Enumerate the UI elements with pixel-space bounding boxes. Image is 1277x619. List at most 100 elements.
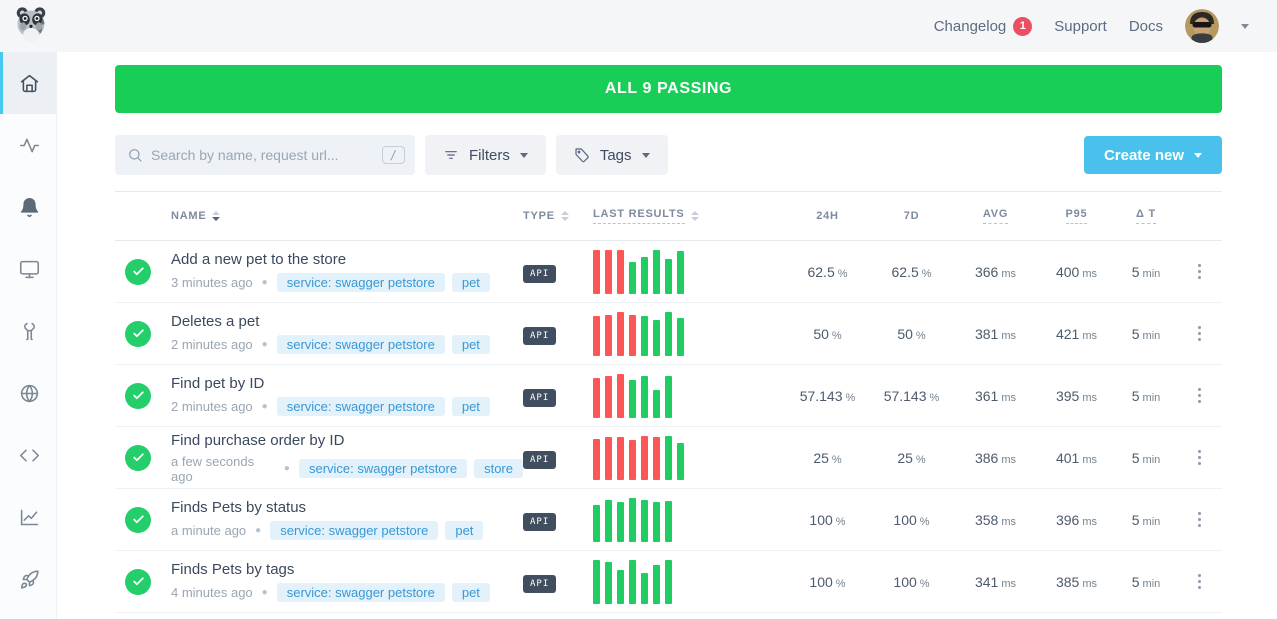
status-passing-icon[interactable] <box>125 382 151 409</box>
result-bar-green[interactable] <box>677 251 684 294</box>
tag-badge[interactable]: pet <box>451 397 490 416</box>
result-bar-red[interactable] <box>605 249 612 294</box>
row-menu-button[interactable] <box>1194 508 1205 531</box>
column-header-last-results[interactable]: LAST RESULTS <box>585 208 785 224</box>
result-bar-red[interactable] <box>605 314 612 356</box>
tag-badge[interactable]: service: swagger petstore <box>298 459 468 478</box>
result-bar-green[interactable] <box>665 375 672 418</box>
status-passing-icon[interactable] <box>125 506 151 533</box>
filters-button[interactable]: Filters <box>425 135 546 175</box>
result-bar-green[interactable] <box>665 500 672 542</box>
tag-badge[interactable]: pet <box>451 583 490 602</box>
tag-badge[interactable]: pet <box>445 521 484 540</box>
result-bar-red[interactable] <box>617 437 624 480</box>
result-bar-green[interactable] <box>641 572 648 604</box>
search-input[interactable] <box>151 147 374 163</box>
result-bar-green[interactable] <box>605 499 612 542</box>
column-header-p95[interactable]: P95 <box>1038 208 1115 224</box>
status-passing-icon[interactable] <box>125 258 151 285</box>
sidebar-item-snippets[interactable] <box>0 424 56 486</box>
result-bar-green[interactable] <box>665 559 672 604</box>
status-passing-icon[interactable] <box>125 320 151 347</box>
result-bar-red[interactable] <box>629 314 636 356</box>
result-bar-green[interactable] <box>653 390 660 418</box>
account-menu-caret-icon[interactable] <box>1241 23 1249 29</box>
result-bar-red[interactable] <box>593 438 600 480</box>
row-menu-button[interactable] <box>1194 446 1205 469</box>
avatar[interactable] <box>1185 9 1219 43</box>
tag-badge[interactable]: pet <box>451 335 490 354</box>
check-name[interactable]: Finds Pets by tags <box>171 561 295 578</box>
tags-button[interactable]: Tags <box>555 135 668 175</box>
sidebar-item-checks[interactable] <box>0 114 56 176</box>
result-bar-green[interactable] <box>653 501 660 542</box>
column-header-type[interactable]: TYPE <box>523 210 585 222</box>
result-bar-green[interactable] <box>641 499 648 542</box>
tag-badge[interactable]: service: swagger petstore <box>276 335 445 354</box>
result-bar-red[interactable] <box>605 375 612 418</box>
row-menu-button[interactable] <box>1194 322 1205 345</box>
sidebar-item-alerts[interactable] <box>0 176 56 238</box>
status-passing-icon[interactable] <box>125 568 151 595</box>
result-bar-red[interactable] <box>617 373 624 418</box>
tag-badge[interactable]: store <box>474 459 523 478</box>
result-bar-green[interactable] <box>629 380 636 418</box>
result-bar-green[interactable] <box>605 561 612 604</box>
result-bar-green[interactable] <box>653 249 660 294</box>
check-name[interactable]: Find purchase order by ID <box>171 431 345 449</box>
sidebar-item-dashboards[interactable] <box>0 238 56 300</box>
result-bar-green[interactable] <box>617 570 624 604</box>
row-menu-button[interactable] <box>1194 384 1205 407</box>
nav-support[interactable]: Support <box>1054 17 1107 35</box>
result-bar-green[interactable] <box>665 311 672 356</box>
tag-badge[interactable]: service: swagger petstore <box>270 521 439 540</box>
result-bar-green[interactable] <box>641 315 648 356</box>
tag-badge[interactable]: service: swagger petstore <box>276 583 445 602</box>
check-name[interactable]: Add a new pet to the store <box>171 251 347 268</box>
status-passing-icon[interactable] <box>125 444 151 471</box>
result-bar-green[interactable] <box>665 259 672 294</box>
sidebar-item-home[interactable] <box>0 52 56 114</box>
column-header-name[interactable]: NAME <box>163 210 523 222</box>
result-bar-green[interactable] <box>641 375 648 418</box>
column-header-avg[interactable]: AVG <box>953 208 1038 224</box>
result-bar-red[interactable] <box>605 437 612 480</box>
logo-raccoon[interactable] <box>12 5 50 48</box>
nav-changelog[interactable]: Changelog 1 <box>934 16 1033 36</box>
result-bar-green[interactable] <box>629 559 636 604</box>
sidebar-item-analytics[interactable] <box>0 486 56 548</box>
tag-badge[interactable]: service: swagger petstore <box>276 397 445 416</box>
result-bar-red[interactable] <box>653 437 660 480</box>
result-bar-green[interactable] <box>653 564 660 604</box>
nav-docs[interactable]: Docs <box>1128 17 1163 35</box>
result-bar-green[interactable] <box>665 435 672 480</box>
result-bar-red[interactable] <box>617 311 624 356</box>
check-name[interactable]: Finds Pets by status <box>171 499 307 516</box>
row-menu-button[interactable] <box>1194 570 1205 593</box>
create-new-button[interactable]: Create new <box>1083 136 1222 174</box>
sidebar-item-maintenance[interactable] <box>0 300 56 362</box>
result-bar-red[interactable] <box>629 439 636 480</box>
status-banner[interactable]: ALL 9 PASSING <box>115 65 1222 113</box>
sidebar-item-quickstart[interactable] <box>0 548 56 610</box>
result-bar-red[interactable] <box>641 435 648 480</box>
result-bar-green[interactable] <box>629 261 636 294</box>
result-bar-green[interactable] <box>593 559 600 604</box>
result-bar-green[interactable] <box>629 497 636 542</box>
tag-badge[interactable]: pet <box>451 273 490 292</box>
column-header-delta-t[interactable]: Δ T <box>1115 208 1177 224</box>
check-name[interactable]: Deletes a pet <box>171 313 260 330</box>
result-bar-red[interactable] <box>593 377 600 418</box>
row-menu-button[interactable] <box>1194 260 1205 283</box>
column-header-7d[interactable]: 7D <box>870 210 953 222</box>
result-bar-green[interactable] <box>641 256 648 294</box>
result-bar-green[interactable] <box>617 501 624 542</box>
result-bar-green[interactable] <box>653 320 660 356</box>
result-bar-green[interactable] <box>593 505 600 542</box>
result-bar-red[interactable] <box>593 315 600 356</box>
result-bar-green[interactable] <box>677 442 684 480</box>
sidebar-item-private-locations[interactable] <box>0 362 56 424</box>
search-box[interactable]: / <box>115 135 415 175</box>
result-bar-red[interactable] <box>593 249 600 294</box>
column-header-24h[interactable]: 24H <box>785 210 870 222</box>
